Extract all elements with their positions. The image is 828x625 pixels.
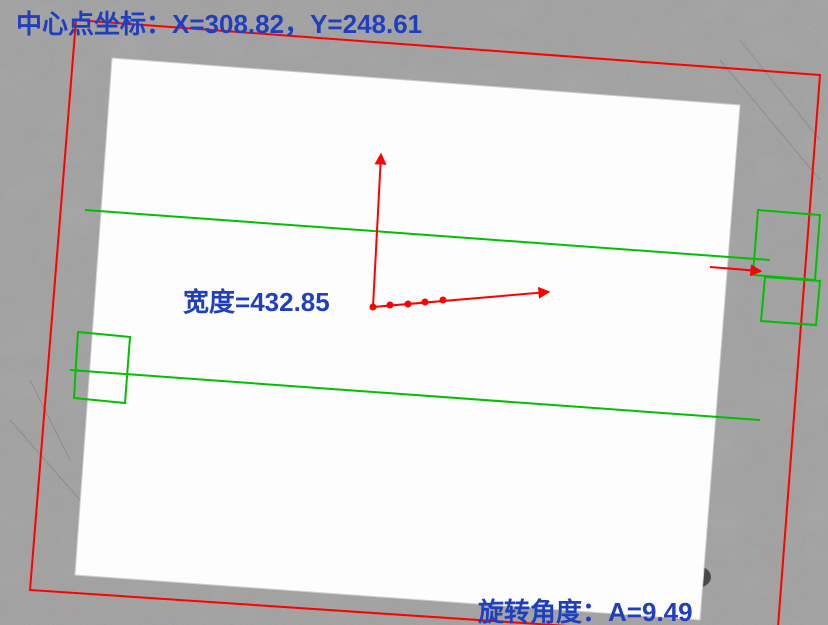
vision-result-viewport: 中心点坐标：X=308.82，Y=248.61 宽度=432.85 旋转角度：A… bbox=[0, 0, 828, 625]
axis-tick bbox=[406, 302, 411, 307]
vision-scene bbox=[0, 0, 828, 625]
axis-tick bbox=[441, 298, 446, 303]
detected-part-region bbox=[75, 58, 740, 620]
axis-tick bbox=[371, 305, 376, 310]
axis-tick bbox=[388, 303, 393, 308]
axis-tick bbox=[423, 300, 428, 305]
